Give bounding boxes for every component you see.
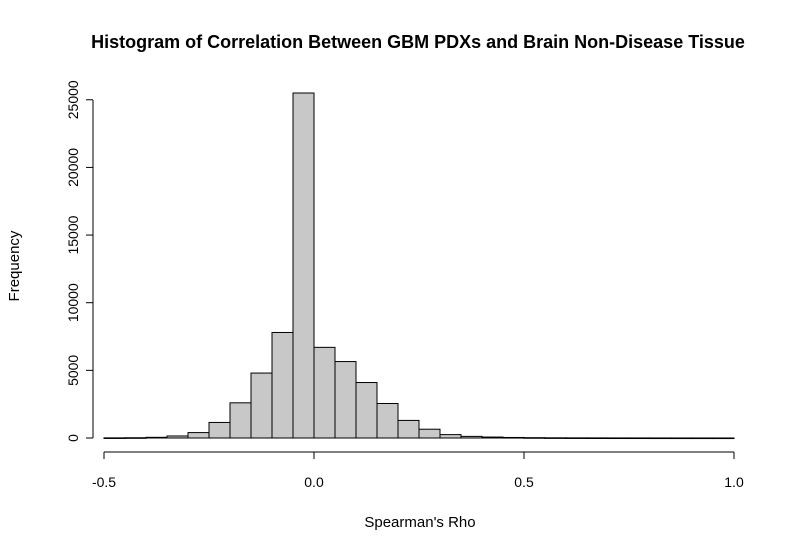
histogram-bar-5 [208,421,231,439]
histogram-bar-20 [523,437,546,439]
chart-title: Histogram of Correlation Between GBM PDX… [91,32,745,52]
histogram-bar-16 [439,434,462,439]
histogram-bar-2 [145,436,168,439]
histogram-bar-13 [376,403,399,439]
histogram-bar-27 [670,437,693,440]
histogram-bar-24 [607,437,630,440]
histogram-bar-26 [649,437,672,440]
histogram-bar-9 [292,92,315,439]
histogram-bar-10 [313,346,336,439]
histogram-bar-28 [691,437,714,440]
histogram-bar-22 [565,437,588,439]
histogram-bar-23 [586,437,609,439]
histogram-bar-1 [124,437,147,439]
y-tick-label-3: 15000 [65,215,81,254]
x-tick-label-2: 0.5 [514,474,534,490]
histogram-bar-6 [229,402,252,439]
x-axis-title: Spearman's Rho [364,514,475,531]
histogram-bar-3 [166,435,189,439]
histogram-bar-15 [418,428,441,439]
y-tick-label-4: 20000 [65,148,81,187]
histogram-bar-21 [544,437,567,439]
y-tick-label-1: 5000 [65,355,81,386]
histogram-bar-4 [187,432,210,439]
histogram-bar-12 [355,382,378,439]
histogram-bar-17 [460,435,483,439]
histogram-bar-18 [481,436,504,439]
x-tick-label-3: 1.0 [724,474,744,490]
histogram-bar-8 [271,331,294,439]
histogram-bar-0 [103,437,126,439]
x-tick-label-0: -0.5 [92,474,116,490]
x-axis: -0.5 0.0 0.5 1.0 [92,451,744,490]
y-tick-label-0: 0 [65,434,81,442]
histogram-bar-14 [397,419,420,439]
histogram-bar-11 [334,361,357,439]
y-tick-label-2: 10000 [65,283,81,322]
histogram-bar-25 [628,437,651,440]
y-axis: 0 5000 10000 15000 20000 25000 [65,80,94,442]
histogram-bar-7 [250,372,273,439]
y-tick-label-5: 25000 [65,80,81,119]
x-tick-label-1: 0.0 [304,474,324,490]
histogram-bar-29 [712,437,735,440]
bars-group [103,92,735,440]
y-axis-title: Frequency [6,230,23,301]
histogram-bar-19 [502,436,525,439]
